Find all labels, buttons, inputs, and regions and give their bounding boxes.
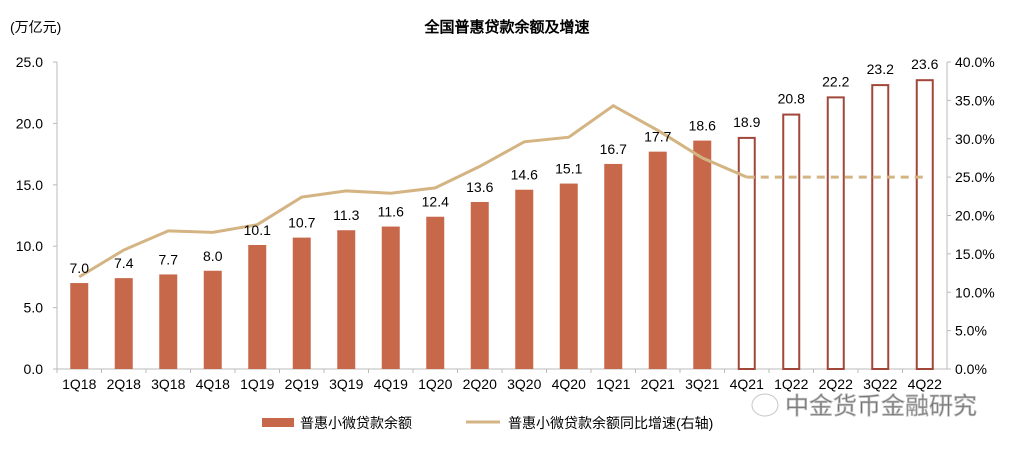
bar-value-label: 23.2 xyxy=(867,61,894,77)
bar-value-label: 12.4 xyxy=(422,194,449,210)
x-tick-label: 4Q20 xyxy=(552,376,586,392)
bar-value-label: 10.1 xyxy=(244,222,271,238)
legend: 普惠小微贷款余额 普惠小微贷款余额同比增速(右轴) xyxy=(262,415,713,431)
bar-value-label: 7.4 xyxy=(114,255,134,271)
left-axis-unit: (万亿元) xyxy=(10,19,61,35)
growth-line-solid xyxy=(78,103,748,279)
x-tick-label: 1Q20 xyxy=(418,376,452,392)
bar xyxy=(248,244,267,369)
x-tick-label: 4Q21 xyxy=(730,376,764,392)
x-tick-label: 2Q18 xyxy=(107,376,141,392)
bar xyxy=(70,283,89,369)
bar xyxy=(693,140,712,369)
x-tick-label: 3Q18 xyxy=(151,376,185,392)
bar-value-label: 18.9 xyxy=(733,114,760,130)
bar-value-label: 15.1 xyxy=(555,161,582,177)
right-tick-label: 0.0% xyxy=(955,361,987,377)
bar-value-label: 17.7 xyxy=(644,129,671,145)
bar xyxy=(381,226,400,369)
bar xyxy=(426,216,445,369)
growth-line xyxy=(78,103,925,279)
x-tick-label: 2Q21 xyxy=(641,376,675,392)
right-tick-label: 20.0% xyxy=(955,208,995,224)
left-tick-label: 10.0 xyxy=(16,238,43,254)
bar-value-label: 8.0 xyxy=(203,248,223,264)
x-tick-label: 2Q20 xyxy=(463,376,497,392)
left-tick-label: 15.0 xyxy=(16,177,43,193)
bar-value-label: 16.7 xyxy=(600,141,627,157)
left-tick-label: 0.0 xyxy=(24,361,44,377)
wechat-icon xyxy=(751,393,779,417)
bar xyxy=(648,151,667,369)
bars xyxy=(70,79,934,371)
right-tick-label: 30.0% xyxy=(955,131,995,147)
bar-value-label: 23.6 xyxy=(911,56,938,72)
bar xyxy=(559,183,578,369)
bar xyxy=(114,278,133,369)
bar-forecast xyxy=(737,136,756,370)
x-tick-label: 2Q22 xyxy=(819,376,853,392)
bar-value-label: 10.7 xyxy=(288,215,315,231)
bar-value-label: 22.2 xyxy=(822,73,849,89)
bar-forecast xyxy=(871,84,890,370)
bar-forecast xyxy=(826,96,845,370)
data-labels: 7.0 7.4 7.7 8.0 10.1 10.7 11.3 11.6 12.4 13.6 14.6… xyxy=(70,56,939,276)
bar-value-label: 20.8 xyxy=(778,91,805,107)
bar-value-label: 7.0 xyxy=(70,260,90,276)
right-tick-label: 35.0% xyxy=(955,92,995,108)
legend-swatch-bar xyxy=(262,418,294,427)
legend-label-bar: 普惠小微贷款余额 xyxy=(300,415,412,431)
legend-label-line: 普惠小微贷款余额同比增速(右轴) xyxy=(508,415,713,431)
x-tick-label: 3Q22 xyxy=(863,376,897,392)
right-tick-label: 5.0% xyxy=(955,323,987,339)
bar-value-label: 13.6 xyxy=(466,179,493,195)
bar xyxy=(337,230,356,369)
right-tick-label: 40.0% xyxy=(955,54,995,70)
bar-value-label: 14.6 xyxy=(511,167,538,183)
bar xyxy=(203,270,222,369)
watermark: 中金货币金融研究 xyxy=(751,393,977,420)
bar-value-label: 11.6 xyxy=(378,204,404,220)
bar xyxy=(292,237,311,369)
left-tick-label: 25.0 xyxy=(16,54,43,70)
x-tick-label: 1Q19 xyxy=(240,376,274,392)
x-tick-label: 3Q21 xyxy=(685,376,719,392)
chart-title: 全国普惠贷款余额及增速 xyxy=(423,18,589,36)
right-tick-label: 15.0% xyxy=(955,246,995,262)
bar xyxy=(470,201,489,369)
x-tick-label: 4Q22 xyxy=(908,376,942,392)
x-tick-label: 4Q19 xyxy=(374,376,408,392)
bar-forecast xyxy=(915,79,934,371)
x-tick-label: 1Q21 xyxy=(596,376,630,392)
x-tick-label: 4Q18 xyxy=(196,376,230,392)
x-tick-label: 2Q19 xyxy=(285,376,319,392)
right-tick-label: 10.0% xyxy=(955,284,995,300)
x-tick-label: 1Q18 xyxy=(62,376,96,392)
bar xyxy=(159,274,178,369)
x-tick-label: 3Q20 xyxy=(507,376,541,392)
bar-forecast xyxy=(782,113,801,370)
left-tick-label: 20.0 xyxy=(16,115,43,131)
left-tick-label: 5.0 xyxy=(24,300,44,316)
right-tick-label: 25.0% xyxy=(955,169,995,185)
bar-value-label: 18.6 xyxy=(689,118,716,134)
bar xyxy=(604,163,623,369)
bar xyxy=(515,189,534,369)
x-tick-label: 1Q22 xyxy=(774,376,808,392)
bar-value-label: 7.7 xyxy=(159,251,179,267)
x-tick-label: 3Q19 xyxy=(329,376,363,392)
axes: 0.0 5.0 10.0 15.0 20.0 25.0 0.0% 5.0% 10.0% 15.0%… xyxy=(16,54,995,392)
bar-value-label: 11.3 xyxy=(333,207,359,223)
watermark-text: 中金货币金融研究 xyxy=(785,393,977,420)
